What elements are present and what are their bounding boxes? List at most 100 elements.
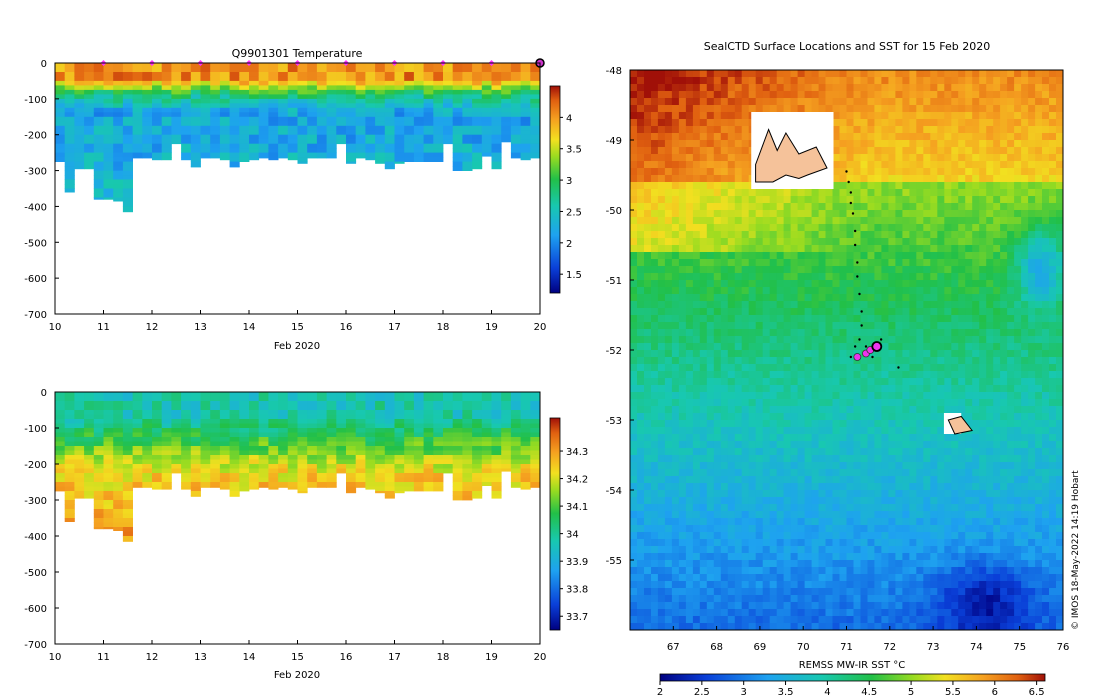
sst-cell xyxy=(818,280,827,288)
heatmap-cell xyxy=(171,419,182,424)
heatmap-cell xyxy=(64,428,75,433)
heatmap-cell xyxy=(152,116,163,122)
sst-cell xyxy=(1028,126,1036,134)
heatmap-cell xyxy=(355,76,366,82)
heatmap-cell xyxy=(161,89,172,95)
heatmap-cell xyxy=(229,125,240,131)
sst-cell xyxy=(979,301,987,309)
heatmap-cell xyxy=(462,130,473,136)
heatmap-cell xyxy=(481,116,492,122)
heatmap-cell xyxy=(171,392,182,397)
sst-cell xyxy=(651,252,659,260)
heatmap-cell xyxy=(268,414,279,420)
sst-cell xyxy=(783,105,792,113)
sst-cell xyxy=(916,287,924,295)
sst-cell xyxy=(762,301,771,309)
sst-cell xyxy=(986,343,994,351)
heatmap-cell xyxy=(413,482,424,487)
sst-cell xyxy=(797,336,806,344)
heatmap-cell xyxy=(375,396,386,402)
heatmap-cell xyxy=(74,446,85,451)
heatmap-cell xyxy=(443,121,454,127)
heatmap-cell xyxy=(297,486,308,492)
sst-cell xyxy=(630,182,638,190)
sst-cell xyxy=(804,189,813,197)
sst-cell xyxy=(972,140,980,148)
sst-cell xyxy=(1028,175,1036,183)
sst-cell xyxy=(741,266,750,274)
sst-cell xyxy=(741,112,750,120)
sst-cell xyxy=(783,98,792,106)
sst-cell xyxy=(860,301,868,309)
heatmap-cell xyxy=(55,85,66,91)
heatmap-cell xyxy=(103,125,114,131)
sst-cell xyxy=(1042,336,1050,344)
heatmap-cell xyxy=(278,468,289,474)
heatmap-cell xyxy=(316,134,327,140)
sst-cell xyxy=(811,287,820,295)
heatmap-cell xyxy=(413,414,424,420)
sst-cell xyxy=(853,238,861,246)
sst-cell xyxy=(993,252,1001,260)
sst-cell xyxy=(923,112,931,120)
sst-cell xyxy=(818,91,827,99)
heatmap-cell xyxy=(394,396,405,402)
heatmap-cell xyxy=(501,459,512,465)
heatmap-cell xyxy=(152,437,163,442)
heatmap-cell xyxy=(520,98,531,104)
sst-cell xyxy=(651,308,659,316)
colorbar-tick-label: 3 xyxy=(566,176,572,187)
sst-cell xyxy=(1035,224,1043,232)
heatmap-cell xyxy=(316,419,327,424)
sst-cell xyxy=(832,231,840,239)
heatmap-cell xyxy=(326,130,337,136)
sst-cell xyxy=(1028,280,1036,288)
sst-cell xyxy=(790,203,799,211)
heatmap-cell xyxy=(93,67,104,73)
sst-cell xyxy=(1049,245,1057,253)
heatmap-cell xyxy=(452,432,463,438)
sst-cell xyxy=(776,238,785,246)
heatmap-cell xyxy=(93,423,104,429)
heatmap-cell xyxy=(336,401,347,406)
sst-cell xyxy=(1042,126,1050,134)
heatmap-cell xyxy=(161,450,172,456)
heatmap-cell xyxy=(423,428,434,433)
sst-cell xyxy=(720,301,729,309)
heatmap-cell xyxy=(161,94,172,100)
heatmap-cell xyxy=(481,139,492,145)
heatmap-cell xyxy=(520,419,531,424)
heatmap-cell xyxy=(122,464,133,469)
heatmap-cell xyxy=(384,441,395,447)
heatmap-cell xyxy=(258,486,269,488)
sst-cell xyxy=(1035,189,1043,197)
heatmap-cell xyxy=(375,468,386,474)
heatmap-cell xyxy=(171,89,182,95)
heatmap-cell xyxy=(404,139,415,145)
heatmap-cell xyxy=(210,401,221,406)
heatmap-cell xyxy=(200,134,211,140)
heatmap-cell xyxy=(452,455,463,460)
heatmap-cell xyxy=(268,85,279,91)
heatmap-cell xyxy=(93,392,104,397)
heatmap-cell xyxy=(210,143,221,149)
heatmap-cell xyxy=(307,112,318,118)
sst-cell xyxy=(1007,182,1015,190)
heatmap-cell xyxy=(268,432,279,438)
sst-cell xyxy=(720,224,729,232)
heatmap-cell xyxy=(375,80,386,86)
sst-cell xyxy=(867,280,875,288)
sst-cell xyxy=(741,147,750,155)
heatmap-cell xyxy=(219,419,230,424)
y-tick-label: -400 xyxy=(24,202,47,213)
heatmap-cell xyxy=(103,450,114,456)
sst-cell xyxy=(699,273,708,281)
heatmap-cell xyxy=(74,437,85,442)
heatmap-cell xyxy=(346,396,357,402)
sst-cell xyxy=(979,217,987,225)
sst-cell xyxy=(713,98,722,106)
heatmap-cell xyxy=(510,89,521,95)
heatmap-cell xyxy=(297,414,308,420)
heatmap-cell xyxy=(297,473,308,478)
heatmap-cell xyxy=(122,491,133,496)
